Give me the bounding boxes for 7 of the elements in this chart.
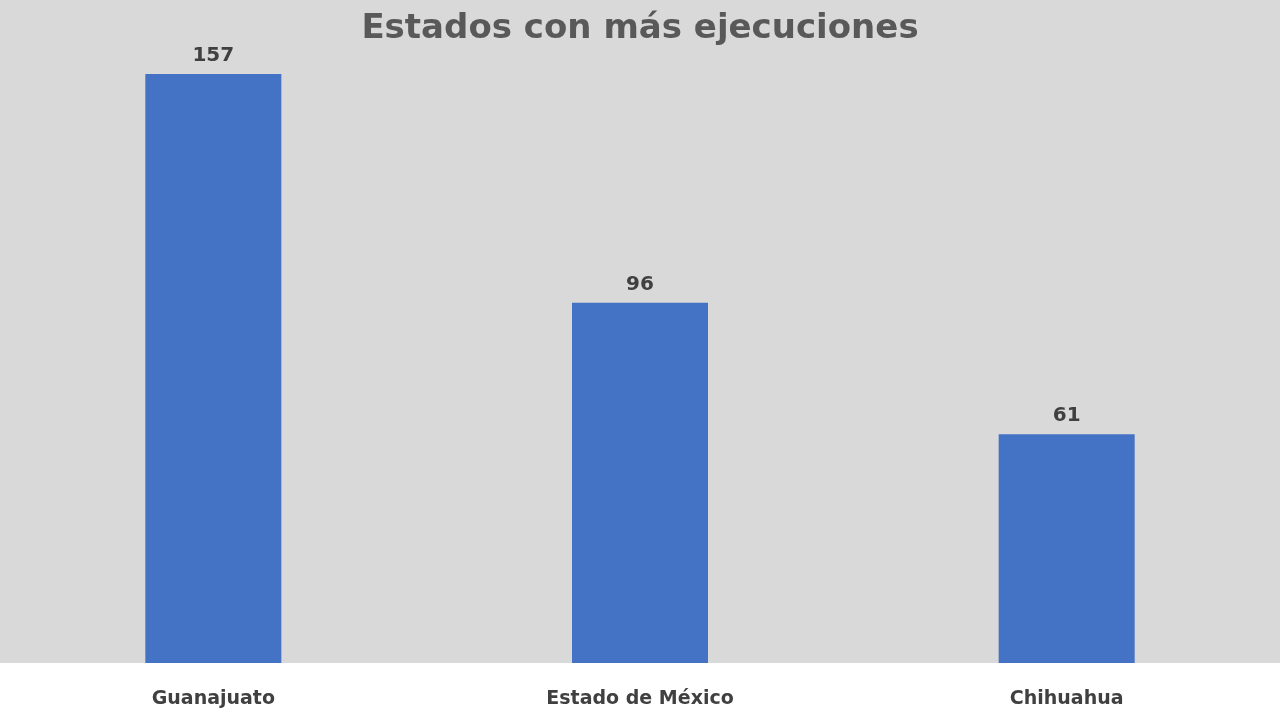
data-label: 157 <box>192 42 235 66</box>
chart-title: Estados con más ejecuciones <box>361 6 919 46</box>
data-label: 96 <box>626 270 654 295</box>
x-tick-label: Estado de México <box>546 685 734 708</box>
x-tick-label: Guanajuato <box>151 685 275 708</box>
x-tick-label: Chihuahua <box>1009 685 1124 708</box>
data-label: 61 <box>1052 402 1081 427</box>
